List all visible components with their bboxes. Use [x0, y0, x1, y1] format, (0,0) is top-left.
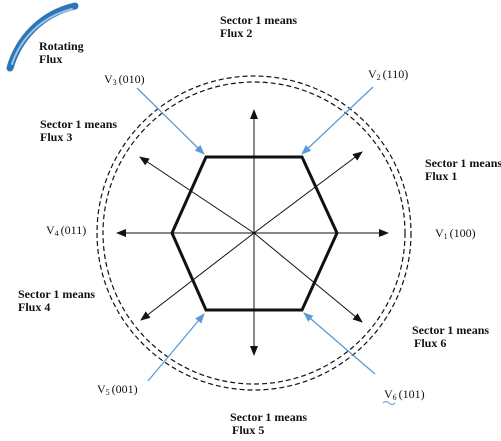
sector-label-top: Sector 1 means Flux 2: [220, 14, 297, 40]
v6-subscript: 6: [392, 393, 397, 402]
v6-symbol: V: [384, 387, 393, 401]
v3-subscript: 3: [112, 78, 117, 87]
pointer-arrow-v6: [303, 312, 376, 375]
v5-code: (001): [111, 382, 138, 396]
v5-symbol: V: [97, 382, 106, 396]
pointer-arrow-v5: [147, 313, 205, 382]
sector-label-bottom-line1: Sector 1 means: [230, 410, 308, 424]
v4-subscript: 4: [54, 229, 59, 238]
sector-label-top-line2: Flux 2: [220, 26, 253, 40]
v3-code: (010): [118, 72, 145, 86]
vector-label-v2: V2 (110): [368, 68, 408, 84]
v2-symbol: V: [368, 67, 377, 81]
hexagon: [170, 155, 339, 312]
v6-underline-squiggle: [382, 401, 396, 405]
sector-label-upper-left: Sector 1 means Flux 3: [40, 118, 117, 144]
outer-dashed-circle: [96, 75, 412, 391]
vector-label-v3: V3 (010): [104, 73, 145, 89]
sector-label-upper-left-line1: Sector 1 means: [40, 117, 118, 131]
sector-label-lower-right-line1: Sector 1 means: [412, 323, 490, 337]
sector-label-upper-right: Sector 1 means Flux 1: [425, 157, 501, 183]
v1-symbol: V: [435, 226, 444, 240]
sector-label-upper-right-line2: Flux 1: [425, 169, 458, 183]
v3-symbol: V: [104, 72, 113, 86]
sector-label-upper-left-line2: Flux 3: [40, 130, 73, 144]
sector-label-lower-left-line2: Flux 4: [18, 300, 51, 314]
sector-label-lower-left: Sector 1 means Flux 4: [18, 288, 95, 314]
sector-label-lower-right-line2: Flux 6: [414, 336, 447, 350]
v4-code: (011): [60, 223, 87, 237]
rotating-flux-line1: Rotating: [39, 39, 84, 53]
diagonal-arrow-lower-right: [253, 232, 363, 323]
sector-label-bottom: Sector 1 means Flux 5: [230, 411, 307, 437]
v2-subscript: 2: [376, 73, 381, 82]
v2-code: (110): [382, 67, 409, 81]
vector-label-v4: V4 (011): [46, 224, 86, 240]
v4-symbol: V: [46, 223, 55, 237]
sector-label-upper-right-line1: Sector 1 means: [425, 156, 501, 170]
v1-code: (100): [449, 226, 476, 240]
diagonal-arrow-lower-left: [140, 232, 255, 321]
sector-label-lower-left-line1: Sector 1 means: [18, 287, 96, 301]
diagonal-arrow-upper-left: [139, 156, 255, 234]
rotating-flux-arc-highlight: [11, 8, 73, 65]
v6-code: (101): [398, 387, 425, 401]
diagonal-arrow-upper-right: [253, 151, 363, 234]
v1-subscript: 1: [443, 232, 448, 241]
sector-label-lower-right: Sector 1 means Flux 6: [412, 324, 489, 350]
vector-label-v6: V6 (101): [384, 388, 425, 404]
rotating-flux-line2: Flux: [39, 52, 63, 66]
pointer-arrow-v3: [136, 87, 205, 155]
pointer-arrow-v2: [301, 86, 374, 155]
sector-label-top-line1: Sector 1 means: [220, 13, 298, 27]
rotating-flux-label: Rotating Flux: [39, 40, 84, 66]
v5-subscript: 5: [105, 388, 110, 397]
vector-label-v5: V5 (001): [97, 383, 138, 399]
vector-label-v1: V1 (100): [435, 227, 476, 243]
sector-label-bottom-line2: Flux 5: [232, 423, 265, 437]
inner-dashed-circle: [102, 81, 406, 385]
